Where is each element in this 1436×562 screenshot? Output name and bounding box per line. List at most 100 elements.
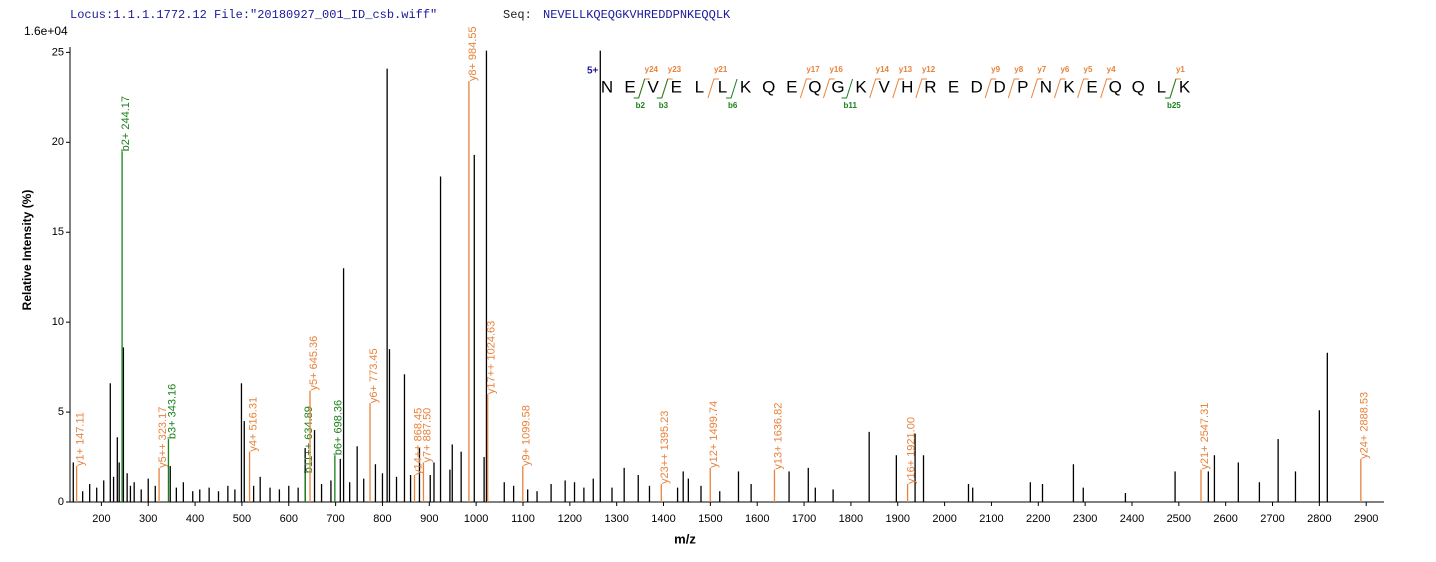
x-tick-label: 2500: [1167, 513, 1191, 525]
b-ion-label: b6: [728, 101, 738, 110]
y-ion-marker: [1007, 78, 1020, 99]
peak-label: y17++ 1024.63: [486, 321, 498, 394]
residue: K: [1179, 77, 1191, 96]
residue: E: [948, 77, 959, 96]
y-ion-label: y8: [1014, 65, 1023, 74]
x-axis-label: m/z: [674, 531, 696, 546]
b-ion-marker: [841, 78, 854, 99]
peak-label: y12+ 1499.74: [708, 401, 720, 468]
x-tick-label: 500: [233, 513, 251, 525]
b-ion-label: b2: [636, 101, 646, 110]
y-ion-label: y6: [1060, 65, 1069, 74]
x-tick-label: 2200: [1026, 513, 1050, 525]
y-ion-label: y7: [1037, 65, 1046, 74]
y-ion-label: y9: [991, 65, 1000, 74]
y-ion-label: y12: [922, 65, 936, 74]
x-tick-label: 700: [326, 513, 344, 525]
residue: Q: [1109, 77, 1122, 96]
b-ion-label: b11: [844, 101, 858, 110]
x-tick-label: 600: [280, 513, 298, 525]
residue: D: [970, 77, 982, 96]
residue: Q: [1132, 77, 1145, 96]
y-tick-label: 25: [52, 46, 64, 58]
x-tick-label: 1700: [792, 513, 816, 525]
peak-label: b2+ 244.17: [120, 96, 132, 151]
y-ion-marker: [984, 78, 997, 99]
residue: K: [855, 77, 867, 96]
y-axis-label: Relative Intensity (%): [20, 190, 34, 311]
y-ion-marker: [1077, 78, 1089, 99]
peak-label: y4+ 516.31: [247, 397, 259, 452]
peak-label: y14++ 868.45: [412, 408, 424, 475]
x-tick-label: 1500: [698, 513, 722, 525]
y-ion-label: y1: [1176, 65, 1185, 74]
sequence: NEVELLKQEQGKVHREDDPNKEQQLK: [543, 8, 731, 22]
y-ion-label: y23: [668, 65, 682, 74]
b-ion-marker: [1164, 78, 1177, 99]
residue: V: [879, 77, 891, 96]
x-tick-label: 1200: [558, 513, 582, 525]
peak-label: y21+ 2547.31: [1199, 403, 1211, 470]
x-tick-label: 1000: [464, 513, 488, 525]
residue: E: [786, 77, 797, 96]
peak-label: b11++ 634.89: [303, 406, 315, 473]
peak-label: y13+ 1636.82: [772, 403, 784, 470]
y-tick-label: 20: [52, 136, 64, 148]
x-tick-label: 200: [92, 513, 110, 525]
peak-label: b3+ 343.16: [166, 384, 178, 439]
y-scale-note: 1.6e+04: [24, 24, 68, 38]
y-ion-label: y17: [806, 65, 820, 74]
peak-label: y1+ 147.11: [75, 412, 87, 466]
x-tick-label: 900: [420, 513, 438, 525]
y-tick-label: 5: [58, 406, 64, 418]
charge-label: 5+: [587, 66, 599, 77]
x-tick-label: 1300: [604, 513, 628, 525]
x-tick-label: 400: [186, 513, 204, 525]
y-ion-marker: [822, 78, 835, 99]
peak-label: y5+ 645.36: [308, 336, 320, 391]
y-ion-label: y4: [1107, 65, 1116, 74]
x-tick-label: 2700: [1260, 513, 1284, 525]
peak-label: y24+ 2888.53: [1359, 392, 1371, 459]
residue: V: [648, 77, 660, 96]
residue: H: [901, 77, 913, 96]
seq-label: Seq:: [503, 8, 532, 22]
y-ion-marker: [915, 78, 927, 99]
y-ion-label: y5: [1084, 65, 1093, 74]
peak-label: y16+ 1921.00: [905, 417, 917, 484]
x-tick-label: 2100: [979, 513, 1003, 525]
b-ion-marker: [726, 78, 738, 99]
residue: D: [994, 77, 1006, 96]
peak-label: y23++ 1395.23: [659, 411, 671, 484]
peak-label: y7+ 887.50: [421, 408, 433, 463]
y-ion-marker: [1100, 78, 1112, 99]
y-ion-marker: [1030, 78, 1043, 99]
residue: Q: [762, 77, 775, 96]
x-tick-label: 300: [139, 513, 157, 525]
peak-label: y5++ 323.17: [157, 407, 169, 468]
y-tick-label: 10: [52, 316, 64, 328]
x-tick-label: 2600: [1213, 513, 1237, 525]
residue: E: [624, 77, 635, 96]
x-tick-label: 2000: [932, 513, 956, 525]
x-tick-label: 1800: [839, 513, 863, 525]
residue: P: [1017, 77, 1028, 96]
residue: G: [831, 77, 844, 96]
y-ion-marker: [892, 78, 904, 99]
y-tick-label: 15: [52, 226, 64, 238]
residue: N: [601, 77, 613, 96]
y-ion-label: y13: [899, 65, 913, 74]
y-ion-label: y16: [829, 65, 843, 74]
x-tick-label: 2900: [1354, 513, 1378, 525]
x-tick-label: 1600: [745, 513, 769, 525]
y-tick-label: 0: [58, 496, 64, 508]
y-ion-marker: [869, 78, 881, 99]
residue: K: [740, 77, 752, 96]
b-ion-label: b25: [1167, 101, 1181, 110]
peak-label: y8+ 984.55: [467, 26, 479, 81]
residue: L: [695, 77, 704, 96]
b-ion-marker: [656, 78, 669, 99]
y-ion-label: y14: [876, 65, 890, 74]
peak-label: y9+ 1099.58: [521, 405, 533, 466]
x-tick-label: 2300: [1073, 513, 1097, 525]
